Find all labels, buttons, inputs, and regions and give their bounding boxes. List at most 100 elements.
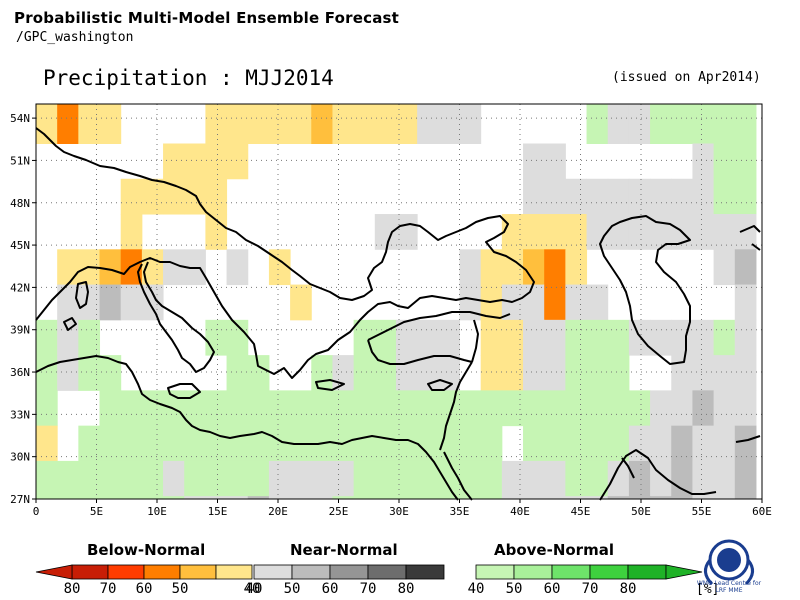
grid-cell: [290, 284, 312, 321]
grid-cell: [395, 319, 418, 356]
grid-cell: [78, 104, 101, 144]
lat-label: 54N: [10, 112, 30, 125]
lat-label: 27N: [10, 493, 30, 506]
grid-cell: [628, 496, 651, 500]
grid-cell: [163, 425, 185, 462]
grid-cell: [417, 496, 439, 500]
grid-cell: [586, 214, 609, 250]
coastline-sardinia: [75, 281, 89, 309]
grid-cell: [692, 143, 715, 180]
legend-below-title: Below-Normal: [87, 541, 206, 559]
grid-cell: [374, 425, 397, 462]
grid-cell: [268, 390, 291, 427]
grid-cell: [671, 355, 693, 391]
grid-cell: [459, 390, 482, 427]
header-title: Probabilistic Multi-Model Ensemble Forec…: [14, 9, 400, 27]
near-swatch: [367, 564, 407, 580]
grid-cell: [671, 390, 693, 427]
grid-cell: [544, 143, 566, 180]
grid-cell: [713, 319, 736, 356]
grid-cell: [353, 390, 376, 427]
grid-cell: [268, 249, 291, 286]
grid-cell: [586, 425, 609, 462]
grid-cell: [734, 249, 757, 286]
grid-cell: [523, 284, 545, 321]
near-swatch: [291, 564, 331, 580]
grid-cell: [374, 104, 397, 144]
near-swatch: [253, 564, 293, 580]
grid-cell: [565, 178, 588, 215]
grid-cell: [607, 178, 630, 215]
lon-label: 15E: [208, 505, 228, 518]
grid-cell: [523, 390, 545, 427]
grid-cell: [36, 425, 58, 462]
grid-cell: [57, 319, 79, 356]
grid-cell: [120, 390, 143, 427]
grid-cell: [141, 496, 164, 500]
grid-cell: [586, 104, 609, 144]
below-tick-label: 60: [136, 581, 153, 597]
grid-cell: [184, 496, 206, 500]
grid-cell: [501, 496, 524, 500]
above-swatch: [627, 564, 667, 580]
grid-cell: [205, 425, 228, 462]
grid-cell: [650, 390, 672, 427]
lat-label: 51N: [10, 154, 30, 167]
grid-cell: [268, 425, 291, 462]
grid-cell: [713, 178, 736, 215]
grid-cell: [501, 390, 524, 427]
coastline-caspian: [599, 215, 691, 365]
above-tick-label: 80: [620, 581, 637, 597]
grid-cell: [226, 460, 249, 497]
lon-label: 50E: [631, 505, 651, 518]
grid-cell: [268, 496, 291, 500]
below-tick-label: 80: [64, 581, 81, 597]
grid-cell: [692, 214, 715, 250]
grid-cell: [438, 460, 460, 497]
grid-cell: [586, 460, 609, 497]
grid-cell: [523, 214, 545, 250]
grid-cell: [332, 496, 355, 500]
lat-label: 42N: [10, 281, 30, 294]
grid-cell: [628, 178, 651, 215]
grid-cell: [459, 425, 482, 462]
grid-cell: [205, 143, 228, 180]
grid-cell: [36, 319, 58, 356]
grid-cell: [586, 355, 609, 391]
grid-cell: [565, 390, 588, 427]
near-swatch: [405, 564, 445, 580]
grid-cell: [692, 460, 715, 497]
grid-cell: [247, 496, 270, 500]
lat-label: 48N: [10, 197, 30, 210]
grid-cell: [332, 460, 355, 497]
lat-label: 33N: [10, 408, 30, 421]
lon-label: 45E: [571, 505, 591, 518]
lon-label: 10E: [147, 505, 167, 518]
grid-cell: [290, 496, 312, 500]
above-arrow: [665, 564, 703, 580]
above-tick-label: 70: [582, 581, 599, 597]
grid-cell: [692, 390, 715, 427]
grid-cell: [586, 178, 609, 215]
above-tick-label: 50: [506, 581, 523, 597]
grid-cell: [650, 496, 672, 500]
grid-cell: [480, 390, 503, 427]
grid-cell: [544, 496, 566, 500]
issued-date: (issued on Apr2014): [612, 70, 761, 85]
grid-cell: [565, 214, 588, 250]
lon-label: 30E: [389, 505, 409, 518]
grid-cell: [713, 460, 736, 497]
grid-cell: [628, 460, 651, 497]
grid-cell: [332, 355, 355, 391]
grid-cell: [141, 284, 164, 321]
grid-cell: [205, 496, 228, 500]
grid-cell: [353, 496, 376, 500]
grid-cell: [36, 496, 58, 500]
coastline-persian-gulf: [621, 435, 761, 479]
grid-cell: [78, 319, 101, 356]
grid-cell: [247, 460, 270, 497]
grid-cell: [586, 319, 609, 356]
grid-cell: [544, 284, 566, 321]
grid-cell: [57, 355, 79, 391]
